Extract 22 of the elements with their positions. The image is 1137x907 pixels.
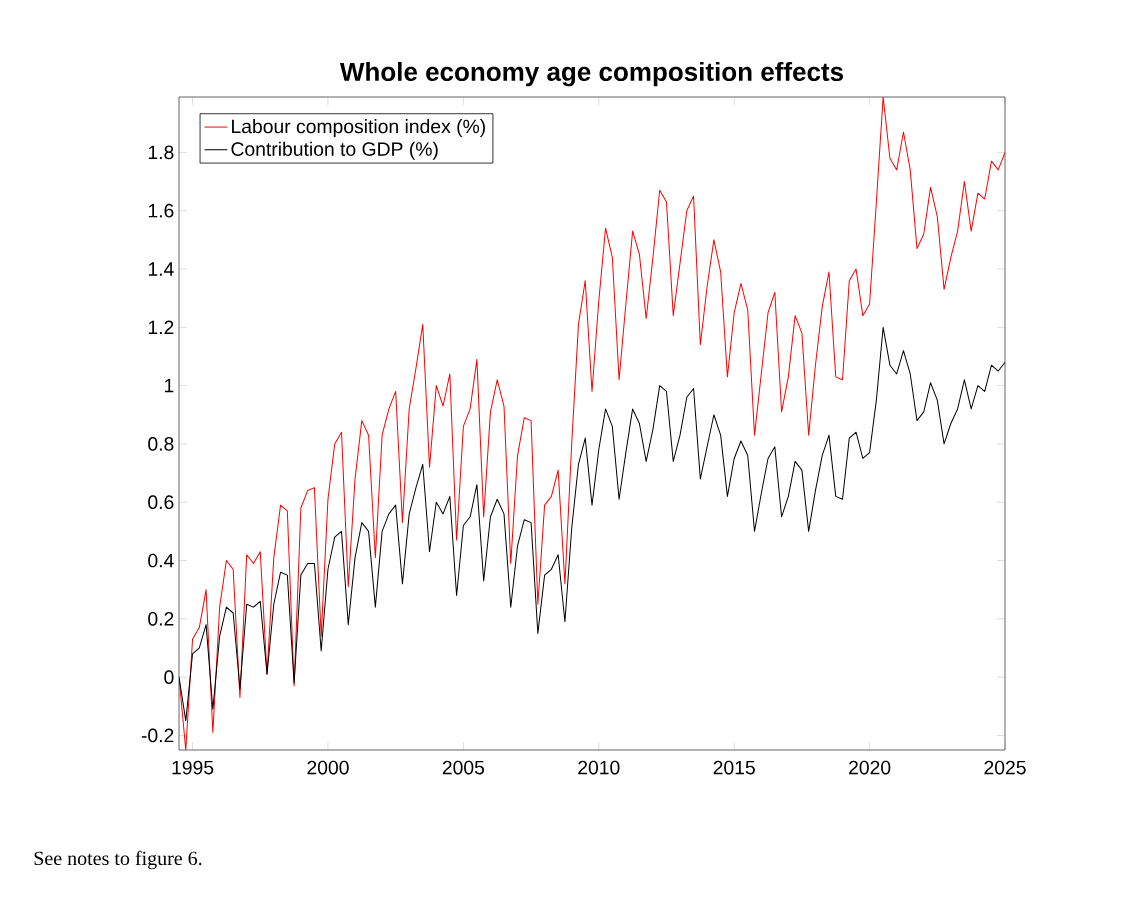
y-tick-label: 0.2 bbox=[148, 611, 174, 626]
x-tick-label: 2005 bbox=[442, 760, 485, 775]
y-tick-label: 0.8 bbox=[148, 437, 174, 451]
x-tick-label: 2015 bbox=[713, 760, 755, 775]
y-tick-label: 1.6 bbox=[148, 203, 174, 218]
x-tick-label: 2025 bbox=[984, 760, 1026, 775]
y-tick-label: 1.4 bbox=[148, 262, 174, 276]
y-tick-label: 1.8 bbox=[148, 145, 174, 160]
x-tick-label: 2010 bbox=[578, 760, 620, 775]
x-tick-label: 2000 bbox=[307, 760, 349, 775]
chart-title: Whole economy age composition effects bbox=[339, 61, 844, 87]
legend-label: Labour composition index (%) bbox=[232, 119, 485, 138]
text: See notes to figure 6. bbox=[34, 850, 202, 870]
legend-label: Contribution to GDP (%) bbox=[231, 141, 438, 160]
y-tick-label: 1.2 bbox=[148, 320, 174, 335]
x-tick-label: 1995 bbox=[172, 760, 214, 775]
y-tick-label: 0.6 bbox=[148, 495, 174, 510]
y-tick-label: -0.2 bbox=[141, 728, 174, 743]
x-tick-label: 2020 bbox=[849, 760, 891, 775]
y-tick-label: 0 bbox=[164, 670, 174, 684]
y-tick-label: 1 bbox=[165, 378, 174, 393]
y-tick-label: 0.4 bbox=[148, 553, 174, 568]
